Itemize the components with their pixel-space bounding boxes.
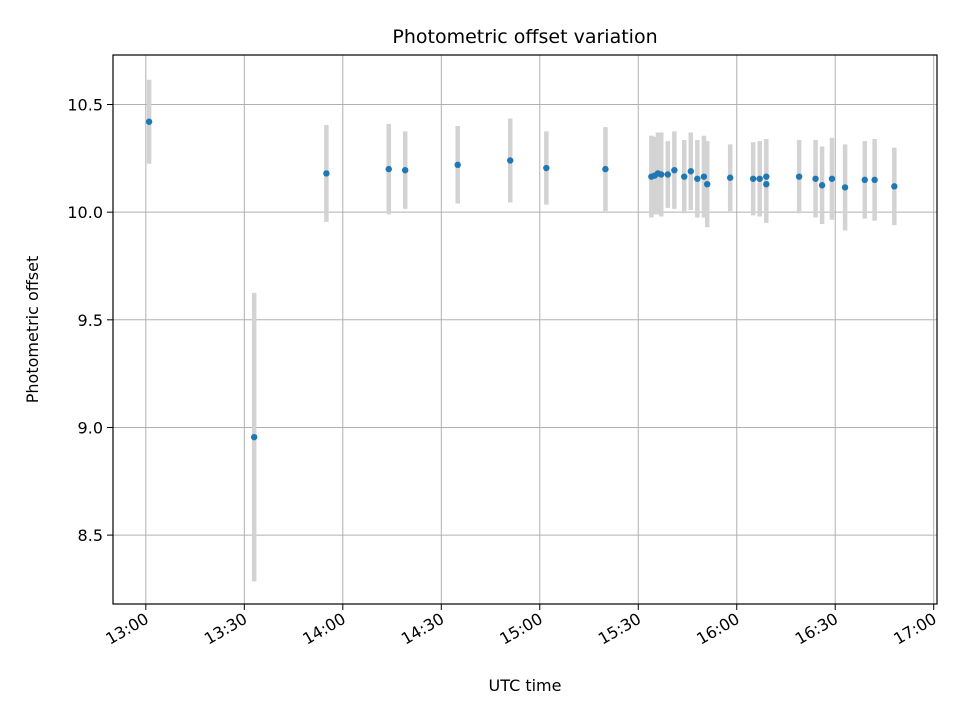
data-point [658,171,665,178]
data-point [454,161,461,168]
data-point [812,175,819,182]
y-tick-label: 9.0 [78,418,103,437]
y-tick-label: 9.5 [78,311,103,330]
data-point [703,180,711,188]
data-points [145,118,898,441]
data-point [828,175,836,182]
data-point [681,173,688,180]
y-axis-ticks: 8.5 9.0 9.5 10.0 10.5 [67,96,113,545]
data-point [385,165,392,173]
data-point [145,118,153,125]
data-point [543,164,550,172]
data-point [726,174,734,181]
data-point [795,173,803,180]
grid [113,55,937,604]
data-point [507,157,514,164]
data-point [818,182,826,189]
x-axis-label: UTC time [489,676,562,695]
data-point [763,180,770,188]
y-tick-label: 10.5 [67,96,103,115]
data-point [763,173,770,180]
data-point [756,175,763,182]
data-point [871,176,878,184]
data-point [687,168,694,175]
y-axis-label: Photometric offset [23,256,42,404]
data-point [694,175,701,182]
plot-frame [112,54,938,605]
data-point [323,170,330,177]
data-point [664,171,672,178]
data-point [602,165,609,173]
data-point [749,175,757,182]
y-tick-label: 10.0 [67,203,103,222]
data-point [841,184,849,191]
data-point [671,166,678,174]
y-tick-label: 8.5 [78,526,103,545]
chart-title: Photometric offset variation [392,26,657,48]
data-point [861,176,868,184]
data-point [250,433,258,441]
data-point [700,173,708,180]
data-point [891,183,898,190]
data-point [401,166,409,174]
